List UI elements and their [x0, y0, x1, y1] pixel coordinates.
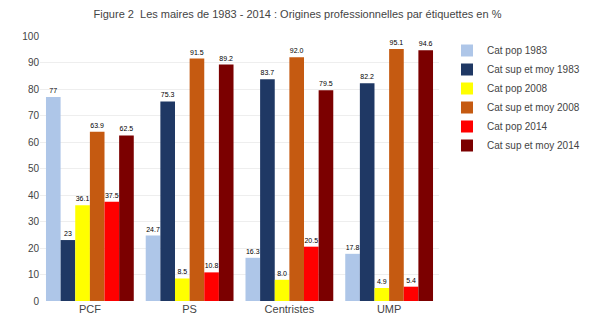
svg-text:82.2: 82.2 [360, 73, 374, 80]
svg-text:Centristes: Centristes [265, 303, 315, 315]
svg-text:24.7: 24.7 [146, 226, 160, 233]
svg-text:UMP: UMP [377, 303, 401, 315]
svg-text:0: 0 [33, 296, 39, 307]
svg-text:Cat sup et moy 2008: Cat sup et moy 2008 [487, 102, 580, 113]
svg-text:62.5: 62.5 [120, 125, 134, 132]
svg-text:95.1: 95.1 [390, 39, 404, 46]
svg-text:40: 40 [28, 190, 40, 201]
svg-text:37.5: 37.5 [105, 192, 119, 199]
svg-text:20.5: 20.5 [304, 237, 318, 244]
svg-text:79.5: 79.5 [319, 80, 333, 87]
svg-text:5.4: 5.4 [406, 277, 416, 284]
svg-text:Cat sup et moy 2014: Cat sup et moy 2014 [487, 140, 580, 151]
svg-text:Cat pop 1983: Cat pop 1983 [487, 45, 547, 56]
svg-text:70: 70 [28, 110, 40, 121]
svg-text:PS: PS [182, 303, 197, 315]
svg-text:77: 77 [49, 87, 57, 94]
svg-text:36.1: 36.1 [76, 195, 90, 202]
svg-text:63.9: 63.9 [90, 122, 104, 129]
svg-text:8.0: 8.0 [277, 270, 287, 277]
svg-text:4.9: 4.9 [377, 278, 387, 285]
svg-text:89.2: 89.2 [219, 55, 233, 62]
svg-text:23: 23 [64, 230, 72, 237]
svg-text:17.8: 17.8 [346, 244, 360, 251]
svg-text:8.5: 8.5 [177, 268, 187, 275]
svg-text:94.6: 94.6 [419, 40, 433, 47]
svg-text:10: 10 [28, 269, 40, 280]
svg-text:16.3: 16.3 [246, 248, 260, 255]
svg-text:92.0: 92.0 [290, 47, 304, 54]
svg-text:80: 80 [28, 84, 40, 95]
svg-text:75.3: 75.3 [161, 91, 175, 98]
svg-text:50: 50 [28, 163, 40, 174]
svg-text:Cat pop 2014: Cat pop 2014 [487, 121, 547, 132]
svg-text:60: 60 [28, 137, 40, 148]
svg-text:Cat sup et moy 1983: Cat sup et moy 1983 [487, 64, 580, 75]
svg-text:PCF: PCF [79, 303, 101, 315]
svg-text:Cat pop 2008: Cat pop 2008 [487, 83, 547, 94]
svg-text:Figure 2 Les maires de 1983 -: Figure 2 Les maires de 1983 - 2014 : Ori… [94, 8, 502, 20]
svg-text:20: 20 [28, 243, 40, 254]
svg-text:90: 90 [28, 57, 40, 68]
svg-text:83.7: 83.7 [261, 69, 275, 76]
svg-text:30: 30 [28, 216, 40, 227]
svg-text:91.5: 91.5 [190, 49, 204, 56]
svg-text:10.8: 10.8 [205, 262, 219, 269]
svg-text:100: 100 [22, 31, 39, 42]
